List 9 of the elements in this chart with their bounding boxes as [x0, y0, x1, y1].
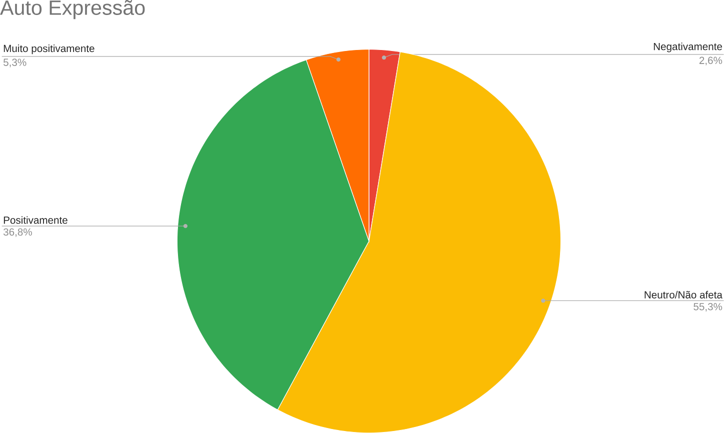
data-label: 36,8% [3, 228, 32, 237]
data-label: 55,3% [694, 303, 722, 312]
chart-title: Auto Expressão [0, 0, 145, 20]
slice-label: Negativamente [654, 42, 722, 52]
data-label: 2,6% [699, 56, 722, 66]
slice-label: Positivamente [4, 216, 68, 224]
slice-label: Muito positivamente [4, 44, 94, 54]
slice-label: Neutro/Não afeta [644, 290, 722, 299]
data-label: 5,3% [4, 58, 26, 68]
